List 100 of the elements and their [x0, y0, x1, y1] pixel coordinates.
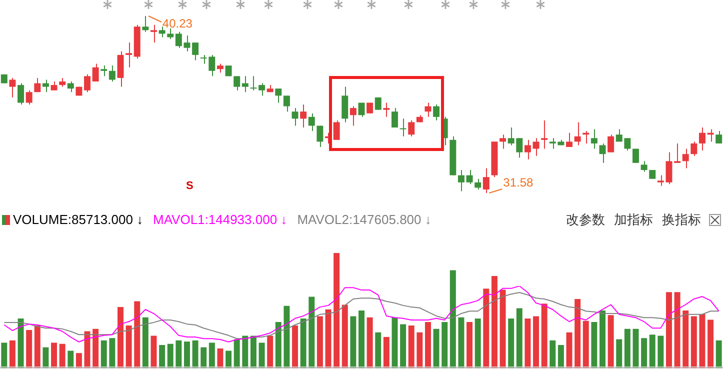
bar [159, 345, 166, 368]
bar [68, 350, 74, 368]
candlestick [433, 104, 440, 121]
candlestick [300, 104, 307, 128]
candlestick [574, 122, 581, 146]
candlestick [117, 50, 124, 88]
bar [308, 296, 315, 368]
bar [458, 317, 464, 368]
candlestick [524, 139, 531, 160]
bar [516, 308, 522, 368]
candlestick [142, 16, 149, 32]
candlestick [308, 112, 315, 132]
candlestick [608, 134, 614, 153]
candlestick [716, 130, 722, 144]
text: MAVOL2:147605.800 ↓ [297, 212, 432, 227]
candlestick [500, 134, 506, 150]
candlestick [690, 141, 698, 156]
candlestick [18, 82, 24, 105]
text: 改参数 [566, 212, 605, 227]
candlestick [42, 79, 49, 93]
bar [250, 336, 256, 368]
bar [682, 310, 689, 368]
bar [474, 318, 481, 368]
bar [342, 304, 348, 368]
candlestick [242, 76, 248, 93]
bar [424, 322, 431, 368]
bar [334, 253, 340, 368]
candlestick [292, 108, 298, 126]
text: 加指标 [614, 212, 653, 227]
bar [84, 331, 90, 368]
bar [550, 340, 556, 368]
bar [524, 318, 531, 368]
bar [541, 304, 548, 368]
bar [167, 344, 174, 368]
bar [708, 320, 714, 368]
candlestick [258, 82, 266, 96]
bar [284, 306, 290, 368]
bar [408, 325, 414, 368]
candlestick [275, 88, 282, 104]
candlestick [350, 106, 356, 126]
bar [358, 310, 364, 368]
bar [690, 316, 697, 368]
bar [566, 332, 572, 368]
bar [242, 336, 248, 368]
bar [234, 339, 240, 368]
bar [392, 317, 398, 368]
bar [632, 328, 639, 368]
bar [300, 318, 306, 368]
bar [616, 339, 622, 368]
bar [118, 307, 124, 368]
candlestick [67, 80, 74, 93]
bar [42, 347, 49, 368]
candlestick [408, 120, 415, 137]
candlestick [474, 178, 482, 190]
bar [325, 309, 332, 368]
legend-label: VOLUME:85713.000 ↓ [13, 212, 144, 227]
candlestick [358, 102, 365, 118]
bar [76, 353, 82, 368]
candlestick [682, 148, 689, 169]
bar [383, 336, 390, 368]
annotation: 40.23 [162, 16, 193, 30]
bar [375, 332, 382, 368]
bar [582, 320, 589, 368]
bar [208, 342, 215, 368]
bar [608, 315, 614, 368]
bar [92, 328, 99, 368]
bar [18, 318, 24, 368]
candlestick [250, 76, 257, 91]
candlestick [466, 169, 473, 185]
bar [491, 276, 498, 368]
candlestick [126, 42, 132, 68]
annotation: 31.58 [503, 175, 534, 190]
candlestick [108, 65, 116, 82]
bar [9, 340, 16, 368]
candlestick [482, 168, 490, 194]
bar [316, 316, 323, 368]
bar [34, 325, 40, 368]
bar [1, 342, 8, 368]
bar [350, 316, 356, 368]
candlestick [150, 24, 157, 44]
bar [574, 299, 581, 368]
candlestick [458, 169, 464, 192]
bar [450, 270, 456, 368]
candlestick [316, 125, 324, 148]
candlestick [333, 120, 340, 140]
bar [26, 330, 32, 368]
bar [258, 342, 265, 368]
bar [716, 340, 722, 368]
bar [500, 290, 506, 368]
candlestick [400, 118, 406, 137]
candlestick [392, 108, 398, 128]
bar [508, 318, 514, 368]
bar [109, 338, 116, 368]
bar [126, 325, 132, 368]
candlestick [424, 102, 432, 118]
bar [666, 292, 672, 368]
candlestick [566, 132, 572, 148]
candlestick [9, 77, 16, 98]
candlestick [234, 76, 240, 91]
bar [184, 342, 190, 368]
